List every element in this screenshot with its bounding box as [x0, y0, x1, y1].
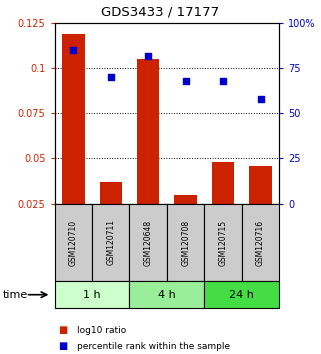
Point — [221, 78, 226, 84]
Text: GSM120710: GSM120710 — [69, 219, 78, 266]
Text: percentile rank within the sample: percentile rank within the sample — [77, 342, 230, 350]
Text: 1 h: 1 h — [83, 290, 101, 300]
Text: GSM120711: GSM120711 — [106, 219, 115, 266]
Point — [71, 47, 76, 53]
Text: GSM120708: GSM120708 — [181, 219, 190, 266]
Point — [108, 74, 113, 80]
Text: ■: ■ — [58, 325, 67, 335]
Bar — [100, 182, 122, 204]
Text: GDS3433 / 17177: GDS3433 / 17177 — [101, 5, 220, 18]
Point — [146, 53, 151, 58]
Text: GSM120716: GSM120716 — [256, 219, 265, 266]
Text: log10 ratio: log10 ratio — [77, 326, 126, 335]
Text: ■: ■ — [58, 341, 67, 351]
Text: GSM120715: GSM120715 — [219, 219, 228, 266]
Point — [258, 96, 263, 102]
Text: time: time — [3, 290, 29, 300]
Bar — [137, 59, 160, 204]
Bar — [174, 195, 197, 204]
Text: 4 h: 4 h — [158, 290, 176, 300]
Bar — [249, 166, 272, 204]
Text: GSM120648: GSM120648 — [144, 219, 153, 266]
Bar — [62, 34, 84, 204]
Text: 24 h: 24 h — [230, 290, 254, 300]
Point — [183, 78, 188, 84]
Bar — [212, 162, 234, 204]
